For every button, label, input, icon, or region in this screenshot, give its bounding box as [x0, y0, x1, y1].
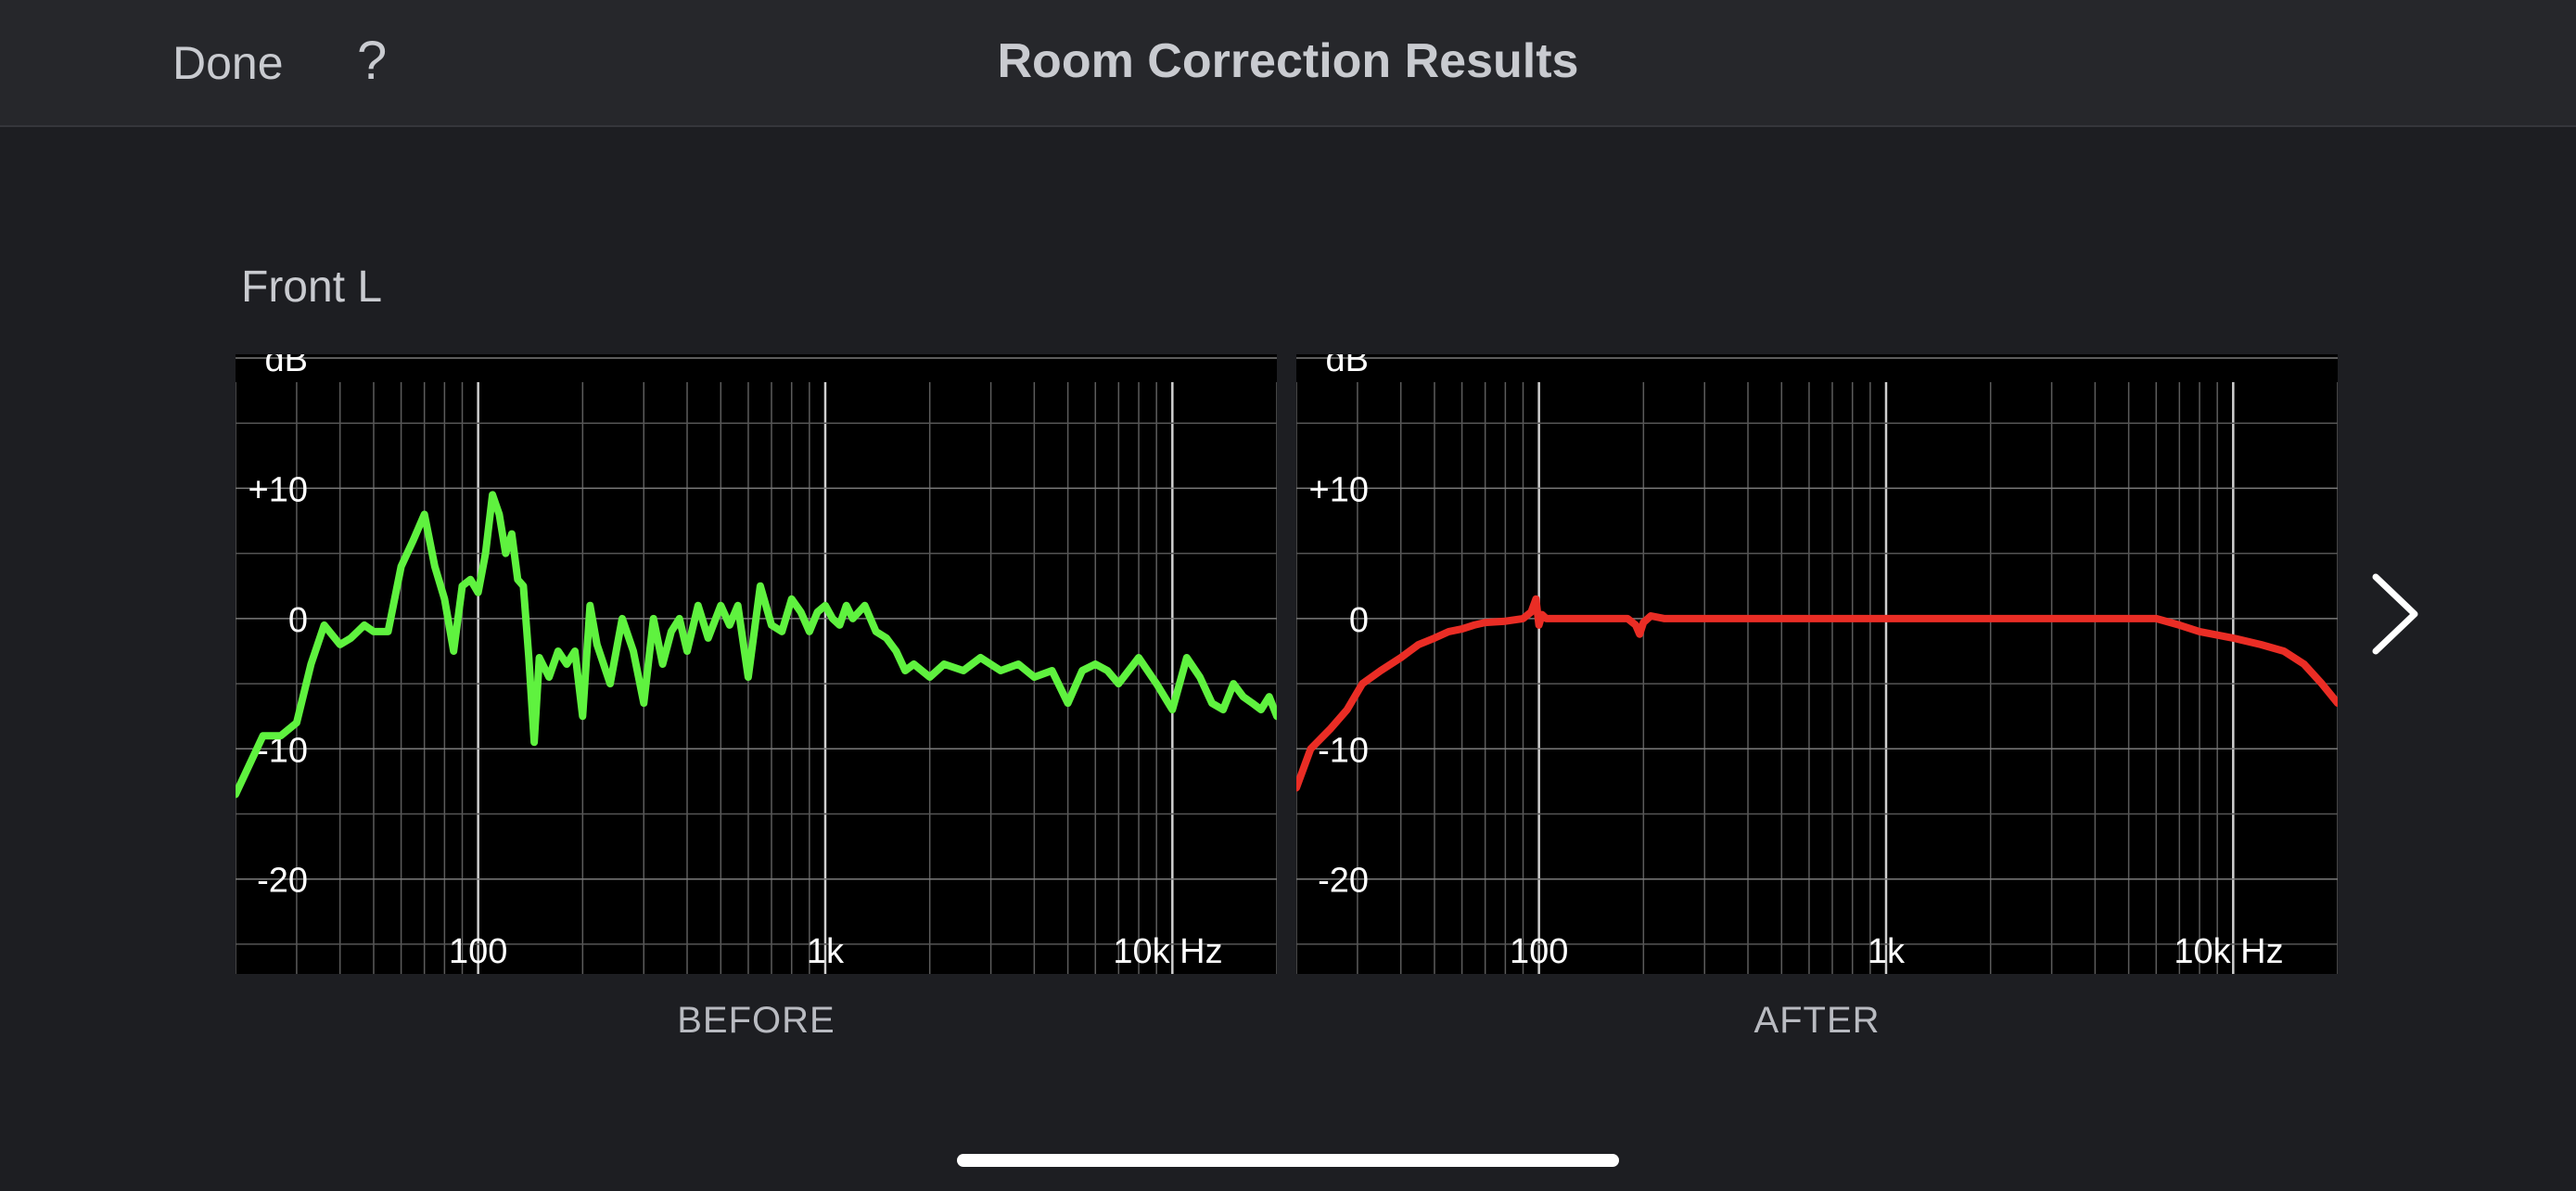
after-y-tick-label: 0 [1349, 601, 1369, 640]
after-y-tick-label: +10 [1309, 470, 1369, 509]
done-button[interactable]: Done [172, 37, 284, 89]
before-response-curve [236, 491, 1277, 799]
before-y-tick-label: -20 [257, 862, 308, 901]
home-indicator [957, 1154, 1619, 1167]
after-x-tick-label: 10k Hz [2174, 932, 2283, 971]
chevron-right-icon [2372, 573, 2418, 655]
after-y-tick-label: dB [1326, 354, 1369, 379]
before-caption: BEFORE [677, 1000, 835, 1041]
after-x-tick-label: 100 [1510, 932, 1568, 971]
before-chart-grid [236, 357, 1277, 974]
before-y-tick-label: +10 [249, 470, 308, 509]
before-y-tick-label: 0 [288, 601, 308, 640]
help-button[interactable]: ? [357, 31, 388, 91]
after-chart-grid [1296, 357, 2338, 974]
before-y-tick-label: dB [265, 354, 308, 379]
after-y-tick-label: -20 [1318, 862, 1369, 901]
after-caption: AFTER [1753, 1000, 1881, 1041]
after-x-tick-label: 1k [1868, 932, 1906, 971]
before-x-tick-label: 10k Hz [1113, 932, 1222, 971]
after-response-curve [1296, 595, 2338, 792]
before-x-tick-label: 1k [807, 932, 845, 971]
navigation-bar: Done ? Room Correction Results [0, 0, 2576, 127]
channel-label: Front L [241, 263, 383, 312]
after-chart-series [1296, 595, 2338, 792]
after-chart: dB +10 0 -10 -20 100 1k 10k Hz [1296, 354, 2338, 974]
before-chart-series [236, 491, 1277, 799]
before-chart: dB +10 0 -10 -20 100 1k 10k Hz [236, 354, 1277, 974]
next-channel-button[interactable] [2363, 568, 2429, 660]
page-title: Room Correction Results [997, 34, 1579, 88]
before-x-tick-label: 100 [449, 932, 507, 971]
